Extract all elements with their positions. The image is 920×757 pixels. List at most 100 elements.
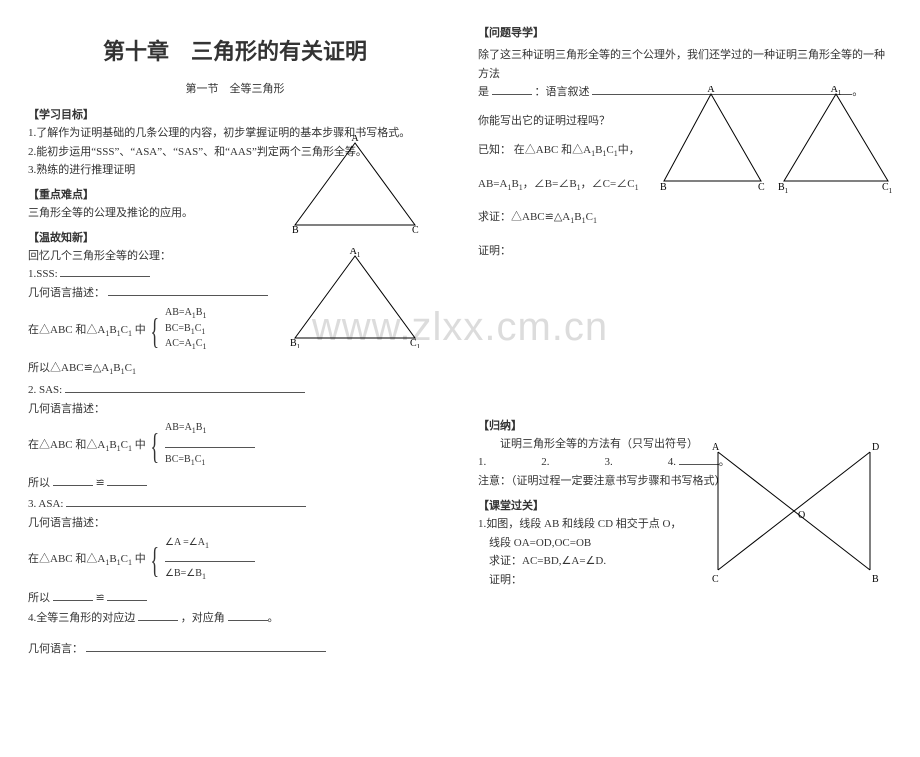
cond-list: ∠A =∠A1 ∠B=∠B1 xyxy=(165,536,255,583)
vertex-c1-label: C1 xyxy=(410,338,421,348)
txt: 中 xyxy=(132,553,146,565)
section-title: 第一节 全等三角形 xyxy=(28,80,442,96)
cong: ≌ xyxy=(96,592,105,604)
so-row: 所以 ≌ xyxy=(28,474,442,493)
txt: 4.全等三角形的对应边 xyxy=(28,612,135,624)
txt: 所以 xyxy=(28,592,50,604)
q-line: 除了这三种证明三角形全等的三个公理外，我们还学过的一种证明三角形全等的一种方法 xyxy=(478,46,892,83)
cond-list: AB=A1B1 BC=B1C1 xyxy=(165,421,255,468)
txt: 是 xyxy=(478,86,489,98)
vertex-b-label: B xyxy=(872,574,879,585)
triangle-abc-figure: A B C xyxy=(280,135,430,235)
sub: 1 xyxy=(202,426,206,435)
vertex-a-label: A xyxy=(707,86,715,95)
sas-condition-row: 在△ABC 和△A1B1C1 中 { AB=A1B1 BC=B1C1 xyxy=(28,421,442,468)
lang-label: 几何语言描述： xyxy=(28,517,105,529)
blank xyxy=(86,641,326,652)
lang-plain-row: 几何语言： xyxy=(28,640,442,659)
txt: AB=A xyxy=(165,307,192,318)
txt: ，对应角 xyxy=(181,612,225,624)
sub: 1 xyxy=(202,342,206,351)
txt: B xyxy=(574,211,581,223)
vertex-b-label: B xyxy=(292,225,299,235)
sas-row: 2. SAS: xyxy=(28,381,442,400)
txt: 在△ABC 和△A xyxy=(28,439,105,451)
vertex-a-label: A xyxy=(712,442,720,453)
vertex-c1-label: C1 xyxy=(882,182,893,195)
sub: 1 xyxy=(593,217,597,226)
asa-label: 3. ASA: xyxy=(28,498,63,510)
question-heading: 【问题导学】 xyxy=(478,24,892,40)
txt: 中 xyxy=(132,439,146,451)
txt: 求证：△ABC≌△A xyxy=(478,211,570,223)
blank xyxy=(165,551,255,562)
crossed-triangles-figure: A D C B O xyxy=(700,440,890,590)
brace-icon: { xyxy=(150,443,159,451)
txt: 1. 2. 3. 4. xyxy=(478,456,676,468)
txt: 所以 xyxy=(28,477,50,489)
txt: ，∠B=∠B xyxy=(523,178,577,190)
two-triangles-figure: A B C A1 B1 C1 xyxy=(656,86,896,196)
cong: ≌ xyxy=(96,477,105,489)
txt: BC=B xyxy=(165,323,191,334)
blank xyxy=(138,610,178,621)
sub: 1 xyxy=(202,311,206,320)
blank xyxy=(66,496,306,507)
vertex-a-label: A xyxy=(351,135,359,144)
blank xyxy=(107,590,147,601)
txt: 所以△ABC≌△A xyxy=(28,362,109,374)
blank xyxy=(165,437,255,448)
so-row: 所以△ABC≌△A1B1C1 xyxy=(28,359,442,379)
txt: ，∠C=∠C xyxy=(581,178,635,190)
sub: 1 xyxy=(205,541,209,550)
txt: ∠A =∠A xyxy=(165,537,205,548)
txt: C xyxy=(586,211,593,223)
left-column: 第十章 三角形的有关证明 第一节 全等三角形 【学习目标】 1.了解作为证明基础… xyxy=(0,0,460,757)
txt: B xyxy=(109,553,116,565)
lang-row: 几何语言描述： xyxy=(28,514,442,533)
blank xyxy=(107,475,147,486)
chapter-title: 第十章 三角形的有关证明 xyxy=(28,34,442,66)
txt: 中， xyxy=(618,144,640,156)
txt: B xyxy=(511,178,518,190)
txt: B xyxy=(113,362,120,374)
in-label: 在△ABC 和△A1B1C1 中 xyxy=(28,321,146,338)
in-label: 在△ABC 和△A1B1C1 中 xyxy=(28,550,146,567)
txt: B xyxy=(109,324,116,336)
txt: AC=A xyxy=(165,338,192,349)
blank xyxy=(492,84,532,95)
txt: ∠B=∠B xyxy=(165,568,202,579)
lang-row: 几何语言描述： xyxy=(28,400,442,419)
vertex-c-label: C xyxy=(712,574,719,585)
sub: 1 xyxy=(635,183,639,192)
vertex-a1-label: A1 xyxy=(350,248,361,259)
proof-label: 证明： xyxy=(478,242,892,261)
vertex-o-label: O xyxy=(798,510,805,521)
txt: C xyxy=(121,553,128,565)
summary-heading: 【归纳】 xyxy=(478,417,892,433)
asa-condition-row: 在△ABC 和△A1B1C1 中 { ∠A =∠A1 ∠B=∠B1 xyxy=(28,536,442,583)
blank xyxy=(108,285,268,296)
vertex-c-label: C xyxy=(758,182,765,193)
txt: ：语言叙述 xyxy=(535,86,590,98)
txt: 在△ABC 和△A xyxy=(28,324,105,336)
txt: 中 xyxy=(132,324,146,336)
sas-label: 2. SAS: xyxy=(28,384,62,396)
vertex-b1-label: B1 xyxy=(778,182,789,195)
txt: C xyxy=(606,144,613,156)
brace-icon: { xyxy=(150,557,159,565)
sss-label: 1.SSS: xyxy=(28,268,58,280)
txt: B xyxy=(109,439,116,451)
cond-list: AB=A1B1 BC=B1C1 AC=A1C1 xyxy=(165,306,206,353)
corr-row: 4.全等三角形的对应边 ，对应角 。 xyxy=(28,609,442,628)
txt: 几何语言： xyxy=(28,643,83,655)
right-column: 【问题导学】 除了这三种证明三角形全等的三个公理外，我们还学过的一种证明三角形全… xyxy=(460,0,920,757)
txt: 已知： 在△ABC 和△A xyxy=(478,144,591,156)
txt: C xyxy=(125,362,132,374)
sub: 1 xyxy=(132,367,136,376)
blank xyxy=(53,590,93,601)
sub: 1 xyxy=(202,572,206,581)
brace-icon: { xyxy=(150,328,159,336)
blank xyxy=(60,266,150,277)
prove-row: 求证：△ABC≌△A1B1C1 xyxy=(478,208,892,228)
